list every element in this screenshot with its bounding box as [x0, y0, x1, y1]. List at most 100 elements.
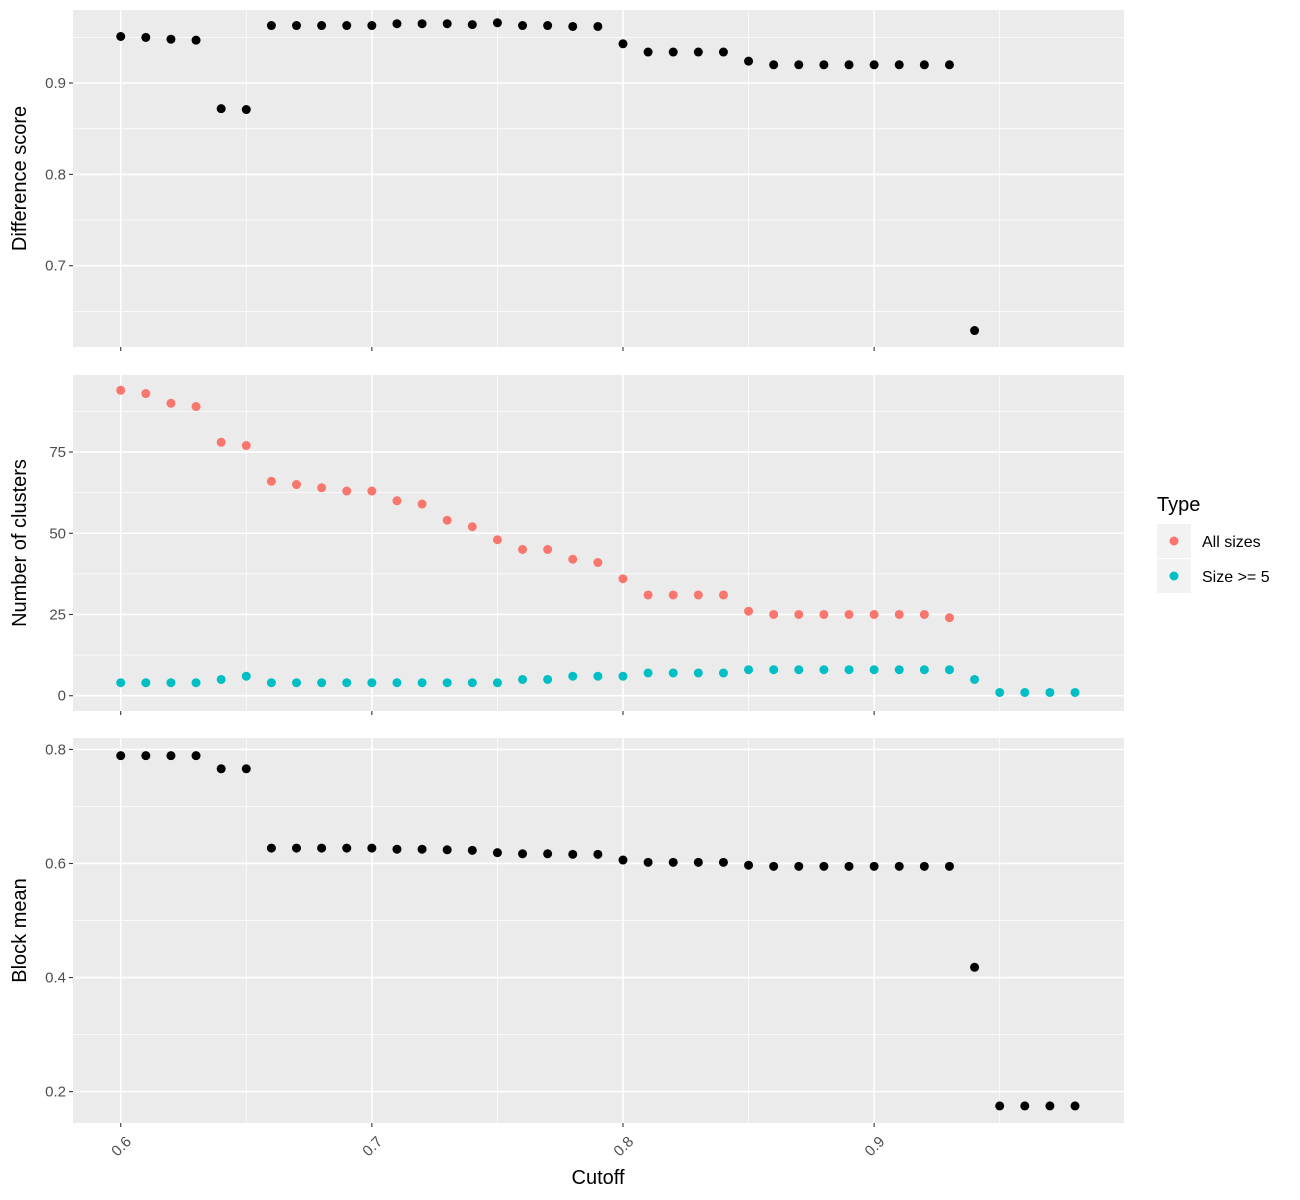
- data-point: [794, 861, 804, 871]
- data-point: [241, 764, 251, 774]
- data-point: [166, 751, 176, 761]
- data-point: [769, 861, 779, 871]
- data-point: [568, 21, 578, 31]
- data-point: [116, 31, 126, 41]
- data-point: [216, 764, 226, 774]
- y-axis-title: Number of clusters: [9, 459, 31, 627]
- data-point-size-5: [191, 678, 201, 688]
- data-point-all-sizes: [216, 437, 226, 447]
- data-point: [894, 60, 904, 70]
- data-point: [467, 20, 477, 30]
- data-point-all-sizes: [744, 606, 754, 616]
- data-point-all-sizes: [769, 609, 779, 619]
- data-point: [1070, 1101, 1080, 1111]
- data-point: [944, 60, 954, 70]
- data-point: [492, 848, 502, 858]
- data-point: [166, 34, 176, 44]
- data-point-size-5: [593, 671, 603, 681]
- y-tick-label: 50: [49, 525, 66, 542]
- data-point: [693, 47, 703, 57]
- data-point: [442, 845, 452, 855]
- data-point-all-sizes: [794, 609, 804, 619]
- data-point: [643, 857, 653, 867]
- data-point-all-sizes: [241, 441, 251, 451]
- data-point-all-sizes: [317, 483, 327, 493]
- data-point-size-5: [367, 678, 377, 688]
- legend: Type All sizes Size >= 5: [1157, 494, 1270, 593]
- data-point: [869, 60, 879, 70]
- data-point: [970, 962, 980, 972]
- data-point-size-5: [919, 665, 929, 675]
- data-point-size-5: [718, 668, 728, 678]
- data-point: [241, 105, 251, 115]
- data-point: [844, 861, 854, 871]
- data-point-size-5: [668, 668, 678, 678]
- data-point: [970, 326, 980, 336]
- x-axis-title: Cutoff: [572, 1167, 625, 1189]
- data-point-size-5: [292, 678, 302, 688]
- data-point: [492, 18, 502, 28]
- data-point: [643, 47, 653, 57]
- data-point-all-sizes: [869, 609, 879, 619]
- data-point-all-sizes: [292, 480, 302, 490]
- data-point-all-sizes: [894, 609, 904, 619]
- y-tick-label: 0: [58, 688, 66, 705]
- data-point: [342, 843, 352, 853]
- data-point: [417, 19, 427, 29]
- data-point-all-sizes: [266, 476, 276, 486]
- data-point-all-sizes: [417, 499, 427, 509]
- data-point: [266, 21, 276, 31]
- data-point-size-5: [518, 674, 528, 684]
- y-tick-label: 0.8: [45, 166, 66, 183]
- data-point: [1020, 1101, 1030, 1111]
- data-point-size-5: [1070, 687, 1080, 697]
- data-point-size-5: [266, 678, 276, 688]
- y-tick-label: 25: [49, 606, 66, 623]
- data-point-all-sizes: [844, 609, 854, 619]
- data-point-size-5: [116, 678, 126, 688]
- data-point-size-5: [417, 678, 427, 688]
- data-point-size-5: [693, 668, 703, 678]
- panel-block-mean: 0.2 0.4 0.6 0.8 Block mean: [9, 738, 1124, 1127]
- panel-background: [73, 10, 1124, 347]
- data-point-all-sizes: [166, 398, 176, 408]
- data-point: [216, 104, 226, 114]
- data-point: [292, 21, 302, 31]
- legend-key-size-5: [1169, 571, 1179, 581]
- data-point-all-sizes: [442, 515, 452, 525]
- panel-difference-score: 0.7 0.8 0.9 Difference score: [9, 10, 1124, 351]
- data-point: [518, 21, 528, 31]
- data-point: [944, 861, 954, 871]
- data-point-size-5: [392, 678, 402, 688]
- data-point-size-5: [995, 687, 1005, 697]
- data-point: [417, 844, 427, 854]
- data-point-all-sizes: [543, 544, 553, 554]
- data-point: [668, 47, 678, 57]
- data-point-size-5: [643, 668, 653, 678]
- data-point: [568, 849, 578, 859]
- data-point-size-5: [844, 665, 854, 675]
- y-tick-label: 0.8: [45, 741, 66, 758]
- data-point: [1045, 1101, 1055, 1111]
- data-point: [919, 60, 929, 70]
- data-point: [618, 855, 628, 865]
- y-tick-label: 0.2: [45, 1084, 66, 1101]
- data-point: [543, 21, 553, 31]
- data-point: [141, 32, 151, 42]
- data-point: [693, 857, 703, 867]
- data-point-all-sizes: [518, 544, 528, 554]
- x-tick-label: 0.8: [610, 1133, 637, 1160]
- data-point-all-sizes: [593, 557, 603, 567]
- data-point-size-5: [894, 665, 904, 675]
- data-point: [744, 860, 754, 870]
- data-point-all-sizes: [568, 554, 578, 564]
- data-point: [668, 857, 678, 867]
- data-point: [618, 39, 628, 49]
- data-point: [467, 845, 477, 855]
- legend-key-all-sizes: [1169, 536, 1179, 546]
- data-point: [317, 843, 327, 853]
- data-point-all-sizes: [693, 590, 703, 600]
- data-point: [919, 861, 929, 871]
- data-point: [317, 21, 327, 31]
